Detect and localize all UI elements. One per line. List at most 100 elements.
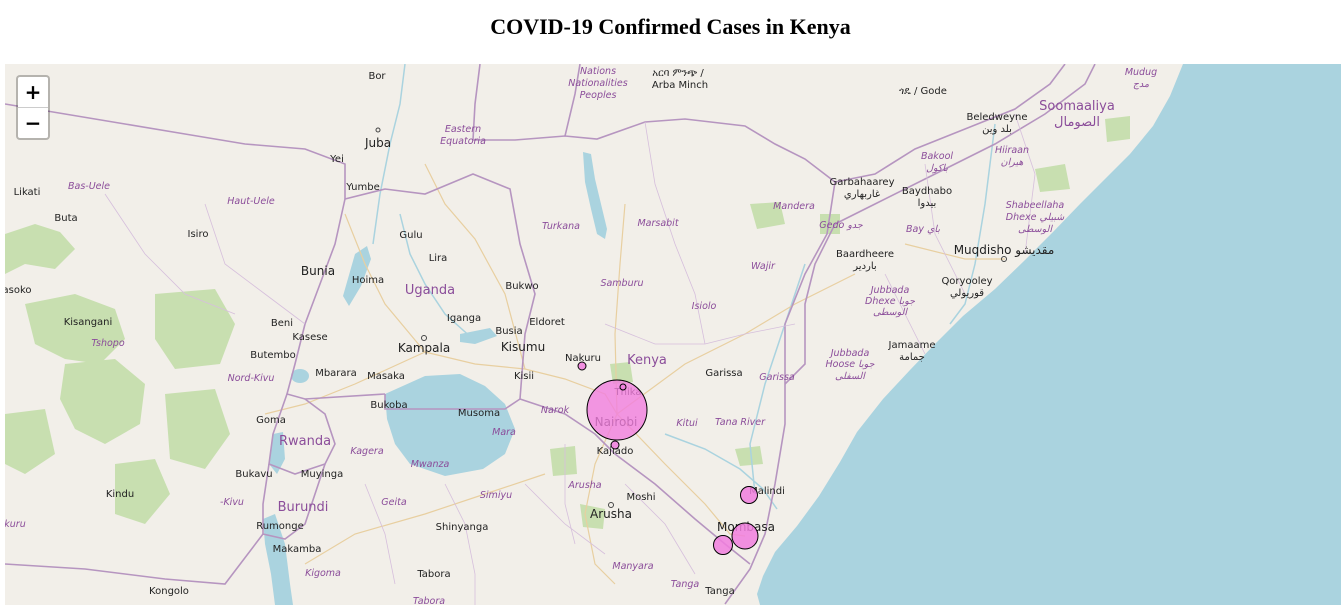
zoom-control: + − — [16, 75, 50, 140]
label-region: Nationalities — [568, 78, 627, 89]
case-marker-nakuru[interactable] — [577, 361, 587, 371]
label-region: Turkana — [542, 221, 580, 232]
label-city: قوريولي — [950, 288, 984, 299]
city-dot — [421, 335, 427, 341]
zoom-out-button[interactable]: − — [24, 111, 42, 135]
label-city: Mbarara — [315, 368, 357, 379]
label-region: مدج — [1133, 79, 1149, 90]
green-areas — [5, 116, 1130, 529]
label-city: Arba Minch — [652, 80, 708, 91]
lake-kyoga — [460, 328, 497, 344]
label-region: Wajir — [751, 261, 776, 272]
label-region: Equatoria — [440, 136, 486, 147]
label-region: Mara — [492, 427, 516, 438]
label-kenya: Kenya — [627, 353, 667, 368]
label-region: Gedo جدو — [819, 220, 863, 231]
label-region: Kigoma — [305, 568, 341, 579]
label-region: Samburu — [600, 278, 643, 289]
label-city: Isiro — [188, 229, 209, 240]
label-region: Isiolo — [692, 301, 717, 312]
label-city: Lira — [429, 253, 448, 264]
label-somalia-arabic: الصومال — [1054, 115, 1100, 130]
label-city: Iganga — [447, 313, 481, 324]
map-tiles[interactable]: Uganda Kenya Rwanda Burundi Soomaaliya ا… — [5, 64, 1341, 605]
label-city: Kongolo — [149, 586, 189, 597]
label-city: Arusha — [590, 507, 632, 521]
city-dot — [1001, 256, 1007, 262]
label-region: Arusha — [567, 480, 601, 491]
map-container[interactable]: Uganda Kenya Rwanda Burundi Soomaaliya ا… — [5, 64, 1341, 605]
label-city: جمامة — [899, 352, 925, 363]
case-marker-kwale[interactable] — [713, 535, 733, 555]
label-city: Eldoret — [529, 317, 565, 328]
label-region: Dhexe جوبا — [865, 296, 915, 307]
label-city: Tabora — [416, 569, 450, 580]
label-city: Nakuru — [565, 353, 601, 364]
label-region: هيران — [1001, 157, 1024, 168]
label-city: Malindi — [749, 486, 785, 497]
label-city: Yei — [329, 154, 344, 165]
label-region: الوسطى — [873, 307, 908, 318]
case-marker-kajiado[interactable] — [610, 440, 620, 450]
lake-victoria — [385, 374, 515, 476]
case-marker-mombasa[interactable] — [731, 522, 759, 550]
label-region: باكول — [926, 163, 948, 174]
label-city: Buta — [54, 213, 77, 224]
zoom-in-button[interactable]: + — [18, 77, 48, 108]
country-borders — [5, 64, 1096, 605]
lake-edward — [291, 369, 309, 383]
label-city: Baydhabo — [902, 186, 952, 197]
label-city: Kajiado — [597, 446, 634, 457]
case-marker-nairobi[interactable] — [586, 379, 648, 441]
label-city: Beni — [271, 318, 293, 329]
label-city: Garbahaarey — [829, 177, 894, 188]
label-region: Haut-Uele — [227, 196, 275, 207]
label-soomaaliya: Soomaaliya — [1039, 99, 1115, 114]
page-title: COVID-19 Confirmed Cases in Kenya — [490, 14, 851, 39]
label-city: بيدوا — [918, 198, 937, 209]
label-region: Marsabit — [637, 218, 679, 229]
label-city: Tanga — [704, 586, 734, 597]
label-rwanda: Rwanda — [279, 434, 331, 449]
region-borders — [104, 113, 1036, 605]
label-city: Likati — [14, 187, 41, 198]
label-region: Nord-Kivu — [228, 373, 275, 384]
label-city: አርባ ምንጭ / — [652, 68, 704, 79]
label-city: Beledweyne — [966, 112, 1027, 123]
label-region: Tabora — [413, 596, 445, 605]
label-region: Hoose جوبا — [826, 359, 875, 370]
label-city: Jamaame — [888, 340, 936, 351]
label-region: Narok — [541, 405, 570, 416]
label-city: Gulu — [399, 230, 422, 241]
label-city: Masaka — [367, 371, 405, 382]
label-city: Bukwo — [505, 281, 538, 292]
label-city: Bor — [368, 71, 386, 82]
label-region: Peoples — [580, 90, 617, 101]
label-region: kuru — [5, 519, 26, 530]
case-marker-kiambu[interactable] — [619, 383, 627, 391]
label-city: Kasese — [292, 332, 327, 343]
case-marker-kilifi[interactable] — [740, 486, 758, 504]
label-city: Goma — [256, 415, 286, 426]
label-region: Kagera — [350, 446, 383, 457]
label-region: -Kivu — [220, 497, 244, 508]
city-labels: Bor Juba Yei Yumbe Likati Buta Isiro Gul… — [5, 68, 1054, 597]
label-region: Kitui — [676, 418, 698, 429]
label-city: Musoma — [458, 408, 500, 419]
label-city: غاربهاري — [844, 189, 880, 200]
label-city: Kindu — [106, 489, 134, 500]
label-city: Muqdisho مقديشو — [954, 243, 1055, 258]
label-region: Mandera — [773, 201, 815, 212]
case-markers[interactable] — [577, 361, 759, 555]
city-dot — [375, 127, 381, 133]
lake-kivu — [269, 432, 285, 474]
label-city: Bunia — [301, 264, 335, 278]
label-region: Manyara — [612, 561, 653, 572]
indian-ocean — [757, 64, 1341, 605]
label-city: ጎዴ / Gode — [899, 86, 947, 97]
label-region: Hiiraan — [995, 145, 1029, 156]
label-city: Juba — [364, 136, 391, 150]
label-city: Yumbe — [345, 182, 380, 193]
label-city: Butembo — [250, 350, 295, 361]
label-city: Kisangani — [64, 317, 113, 328]
